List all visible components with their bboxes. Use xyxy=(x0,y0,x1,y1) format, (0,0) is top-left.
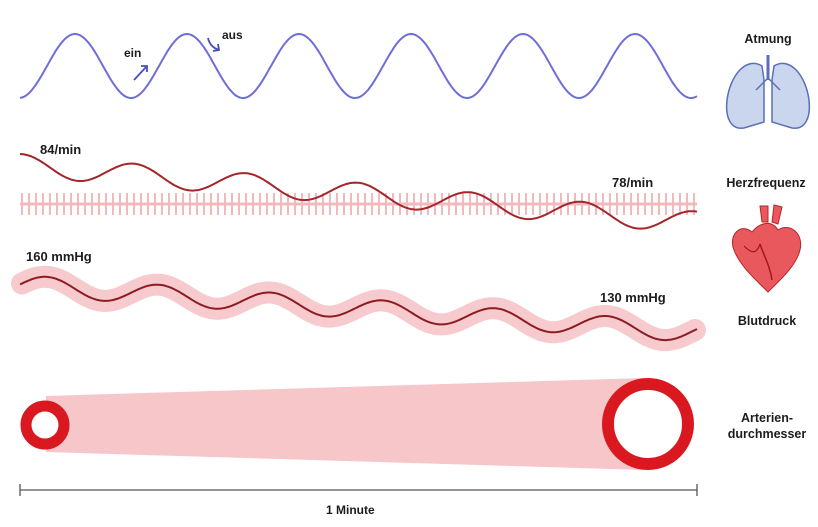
blood-pressure-band xyxy=(11,265,706,352)
heartbeat-ticks xyxy=(20,193,697,215)
heart-rate-end-label: 78/min xyxy=(612,175,654,190)
exhale-arrow xyxy=(207,37,221,52)
blood-pressure-start-label: 160 mmHg xyxy=(26,249,92,264)
artery-band xyxy=(46,378,644,470)
timespan-label: 1 Minute xyxy=(326,503,375,517)
blood-pressure-end-label: 130 mmHg xyxy=(600,290,666,305)
timeline xyxy=(19,484,698,496)
heart-rate-label: Herzfrequenz xyxy=(726,176,806,190)
artery-label: Arterien- durchmesser xyxy=(712,410,818,442)
artery-label-line1: Arterien- xyxy=(740,411,794,425)
heart-rate-start-label: 84/min xyxy=(40,142,82,157)
breathing-label: Atmung xyxy=(744,32,792,46)
artery-ring-large xyxy=(602,378,694,470)
heart-icon xyxy=(732,204,802,293)
inhale-arrow xyxy=(133,65,148,81)
blood-pressure-label: Blutdruck xyxy=(737,314,797,328)
lungs-icon xyxy=(725,55,811,129)
blood-pressure-wave xyxy=(19,275,698,342)
exhale-label: aus xyxy=(222,28,243,42)
heart-rate-wave xyxy=(20,153,698,230)
artery-ring-small xyxy=(20,400,70,450)
inhale-label: ein xyxy=(124,46,142,60)
breathing-wave xyxy=(19,32,698,100)
artery-label-line2: durchmesser xyxy=(727,427,807,441)
